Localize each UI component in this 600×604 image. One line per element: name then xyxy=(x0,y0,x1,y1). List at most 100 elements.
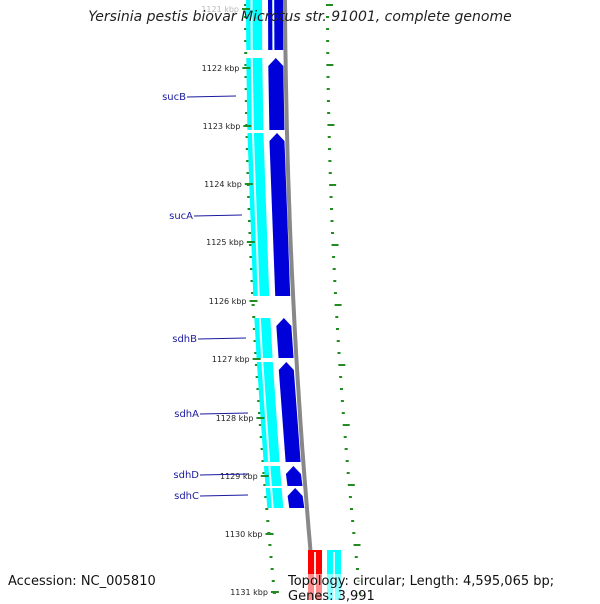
gc-tick xyxy=(256,388,260,390)
gc-tick xyxy=(338,364,346,366)
cds-block-6 xyxy=(265,488,284,508)
gc-tick xyxy=(326,52,330,54)
ruler-tick xyxy=(256,417,265,419)
gc-tick xyxy=(255,376,259,378)
gc-tick xyxy=(328,160,332,162)
gc-tick xyxy=(244,88,248,90)
gc-tick xyxy=(326,40,330,42)
gc-tick xyxy=(251,304,255,306)
gc-tick xyxy=(326,28,330,30)
gc-tick xyxy=(245,136,249,138)
gc-content-track xyxy=(244,4,362,594)
gc-tick xyxy=(246,160,250,162)
gc-tick xyxy=(326,64,334,66)
gc-tick xyxy=(248,232,252,234)
gene-label-sdhB: sdhB xyxy=(172,334,197,345)
gc-tick xyxy=(331,244,339,246)
gc-tick xyxy=(265,508,269,510)
gc-tick xyxy=(342,424,350,426)
cds-block-2-stripe xyxy=(251,133,260,296)
gc-tick xyxy=(245,148,249,150)
gc-tick xyxy=(247,196,251,198)
gene-label-sucA: sucA xyxy=(169,211,193,222)
gc-tick xyxy=(261,460,265,462)
gene-leader-line xyxy=(193,214,243,217)
gc-tick xyxy=(244,52,248,54)
gc-tick xyxy=(244,28,248,30)
cds-block-6-stripe xyxy=(270,488,274,508)
cds-block-3 xyxy=(254,318,273,358)
gc-tick xyxy=(328,172,332,174)
cds-block-5-stripe xyxy=(268,466,272,486)
gc-tick xyxy=(353,544,361,546)
gene-labels: sucB sucA sdhB sdhA sdhD sdhC xyxy=(162,92,249,502)
gc-tick xyxy=(333,292,337,294)
ruler-tick xyxy=(242,8,251,10)
gc-tick xyxy=(330,208,334,210)
gc-tick xyxy=(252,316,256,318)
gc-tick xyxy=(343,436,347,438)
gc-tick xyxy=(271,580,275,582)
gc-tick xyxy=(258,424,262,426)
cds-block-2 xyxy=(247,133,270,296)
gc-tick xyxy=(250,280,254,282)
gc-tick xyxy=(260,448,264,450)
backbone-arc xyxy=(283,0,317,601)
gc-tick xyxy=(247,220,251,222)
gc-tick xyxy=(270,568,274,570)
gene-arrow-3 xyxy=(276,318,294,358)
gc-tick xyxy=(347,484,355,486)
gc-tick xyxy=(340,400,344,402)
gene-arrow-5 xyxy=(285,466,303,486)
gc-tick xyxy=(345,460,349,462)
gc-tick xyxy=(245,112,249,114)
gc-tick xyxy=(351,520,355,522)
gc-tick xyxy=(349,508,353,510)
ruler-tick xyxy=(249,300,258,302)
cds-block-4 xyxy=(256,362,280,462)
gc-tick xyxy=(268,544,272,546)
gc-tick xyxy=(254,364,258,366)
ruler-label: 1122 kbp xyxy=(202,64,240,73)
gc-tick xyxy=(354,556,358,558)
gc-tick xyxy=(254,352,258,354)
gc-tick xyxy=(247,208,251,210)
gc-tick xyxy=(328,148,332,150)
ruler-label: 1130 kbp xyxy=(225,530,263,539)
backbone-track xyxy=(283,0,317,601)
map-title: Yersinia pestis biovar Microtus str. 910… xyxy=(88,9,512,25)
gene-label-sdhA: sdhA xyxy=(174,409,199,420)
gc-tick xyxy=(334,304,342,306)
gc-tick xyxy=(327,124,335,126)
gene-arrow-2 xyxy=(269,133,291,296)
cds-block-5 xyxy=(263,466,282,486)
gc-tick xyxy=(346,472,350,474)
ruler-label: 1123 kbp xyxy=(203,122,241,131)
gc-tick xyxy=(244,40,248,42)
gc-tick xyxy=(259,436,263,438)
gc-tick xyxy=(326,16,330,18)
ruler-label: 1124 kbp xyxy=(204,180,242,189)
gc-tick xyxy=(244,4,248,6)
ruler-tick xyxy=(243,125,252,127)
gc-tick xyxy=(336,340,340,342)
gc-tick xyxy=(335,316,339,318)
gc-tick xyxy=(269,556,273,558)
cds-block-0-stripe xyxy=(250,0,253,50)
gc-tick xyxy=(329,184,337,186)
gc-tick xyxy=(337,352,341,354)
gc-tick xyxy=(340,388,344,390)
gc-tick xyxy=(264,496,268,498)
ruler-label: 1121 kbp xyxy=(201,5,239,14)
gene-arrow-0 xyxy=(268,0,284,50)
gc-tick xyxy=(336,328,340,330)
cds-block-3-stripe xyxy=(258,318,264,358)
ruler-tick xyxy=(242,67,251,69)
gc-tick xyxy=(244,64,248,66)
feature-track xyxy=(246,0,341,600)
gc-tick xyxy=(326,88,330,90)
gene-leader-line xyxy=(199,473,249,476)
gc-tick xyxy=(266,520,270,522)
